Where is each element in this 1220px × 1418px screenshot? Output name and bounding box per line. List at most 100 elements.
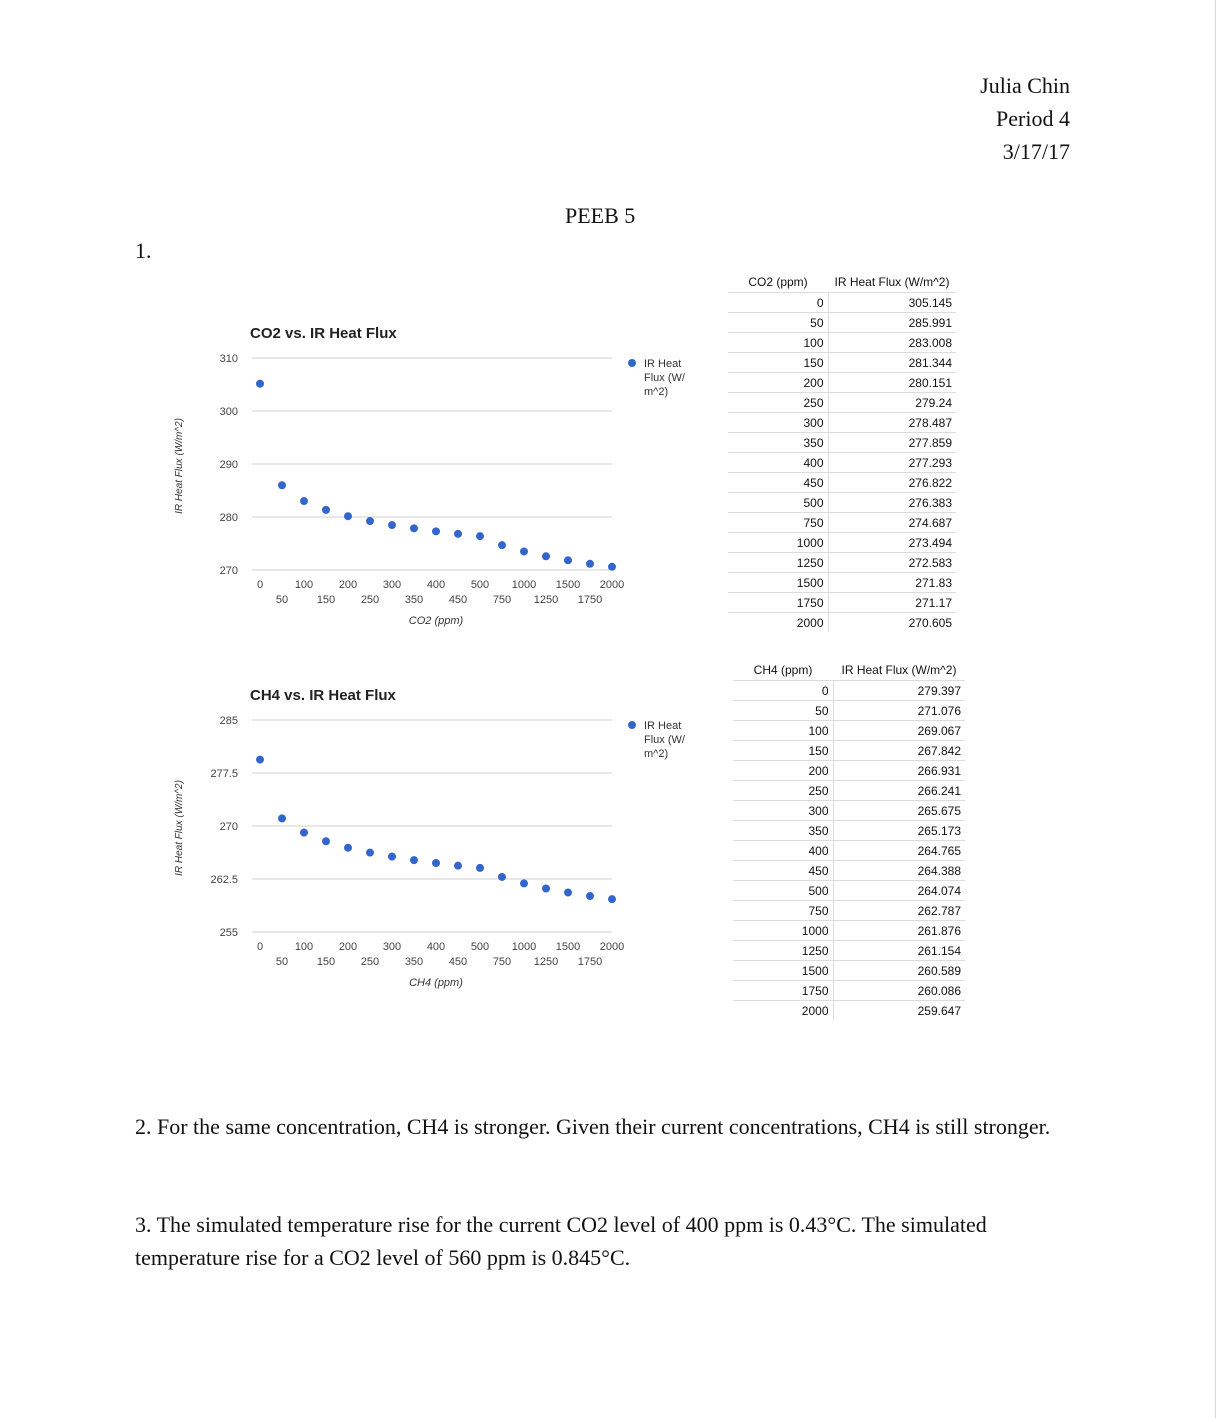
ch4-data-point xyxy=(520,879,528,888)
co2-x-tick-label: 100 xyxy=(295,579,313,591)
co2-table-ppm-cell: 450 xyxy=(728,472,829,493)
co2-chart: CO2 vs. IR Heat Flux 310 300 290 280 270 IR He… xyxy=(174,325,686,627)
co2-table-row: 350 277.859 xyxy=(728,432,956,453)
ch4-y-tick-label: 270 xyxy=(220,821,238,833)
co2-data-point xyxy=(322,505,330,514)
co2-data-point xyxy=(410,524,418,533)
ch4-data-point xyxy=(608,895,616,904)
co2-y-tick-label: 310 xyxy=(220,353,238,365)
co2-table-flux-cell: 271.83 xyxy=(828,572,956,593)
co2-table-ppm-cell: 400 xyxy=(728,452,829,473)
co2-table-flux-cell: 270.605 xyxy=(828,612,956,632)
ch4-table-ppm-cell: 0 xyxy=(733,680,834,701)
co2-table-flux-cell: 280.151 xyxy=(828,372,956,393)
ch4-x-tick-label: 500 xyxy=(471,941,489,953)
co2-table-row: 1750 271.17 xyxy=(728,592,956,613)
co2-table-row: 750 274.687 xyxy=(728,512,956,533)
co2-data-point xyxy=(432,527,440,536)
co2-table-row: 300 278.487 xyxy=(728,412,956,433)
ch4-table-flux-cell: 260.589 xyxy=(833,960,965,981)
co2-table-header-flux: IR Heat Flux (W/m^2) xyxy=(834,275,950,289)
co2-table-ppm-cell: 500 xyxy=(728,492,829,513)
co2-table-flux-cell: 277.859 xyxy=(828,432,956,453)
co2-table-ppm-cell: 0 xyxy=(728,292,829,313)
co2-table-ppm-cell: 100 xyxy=(728,332,829,353)
ch4-table-row: 750 262.787 xyxy=(733,900,965,921)
ch4-data-point xyxy=(256,755,264,764)
ch4-table-row: 500 264.074 xyxy=(733,880,965,901)
co2-table-flux-cell: 273.494 xyxy=(828,532,956,553)
ch4-table-ppm-cell: 750 xyxy=(733,900,834,921)
ch4-data-point xyxy=(322,837,330,846)
co2-y-tick-label: 300 xyxy=(220,406,238,418)
ch4-table-row: 350 265.173 xyxy=(733,820,965,841)
ch4-table-flux-cell: 267.842 xyxy=(833,740,965,761)
ch4-table-ppm-cell: 100 xyxy=(733,720,834,741)
co2-x-tick-label: 150 xyxy=(317,594,335,606)
co2-x-tick-label: 400 xyxy=(427,579,445,591)
ch4-x-tick-label: 750 xyxy=(493,956,511,968)
co2-data-point xyxy=(542,552,550,561)
co2-x-tick-label: 50 xyxy=(276,594,288,606)
answer-3: 3. The simulated temperature rise for th… xyxy=(135,1212,987,1270)
ch4-legend-label: m^2) xyxy=(644,748,668,760)
ch4-data-point xyxy=(344,843,352,852)
ch4-table-ppm-cell: 450 xyxy=(733,860,834,881)
co2-table-flux-cell: 277.293 xyxy=(828,452,956,473)
ch4-data-point xyxy=(476,863,484,872)
ch4-y-tick-label: 285 xyxy=(220,715,238,727)
ch4-table-row: 200 266.931 xyxy=(733,760,965,781)
ch4-table-flux-cell: 265.173 xyxy=(833,820,965,841)
ch4-table-header-ppm: CH4 (ppm) xyxy=(753,663,813,677)
co2-legend-label: m^2) xyxy=(644,386,668,398)
ch4-table-row: 1000 261.876 xyxy=(733,920,965,941)
co2-x-tick-label: 750 xyxy=(493,594,511,606)
ch4-table-row: 2000 259.647 xyxy=(733,1000,965,1020)
co2-x-tick-label: 1250 xyxy=(534,594,558,606)
ch4-table-ppm-cell: 1000 xyxy=(733,920,834,941)
co2-table-flux-cell: 283.008 xyxy=(828,332,956,353)
co2-table-ppm-cell: 300 xyxy=(728,412,829,433)
ch4-table-flux-cell: 261.154 xyxy=(833,940,965,961)
co2-data-point xyxy=(344,512,352,521)
ch4-table-flux-cell: 269.067 xyxy=(833,720,965,741)
ch4-legend-marker xyxy=(628,721,636,729)
co2-y-tick-label: 290 xyxy=(220,459,238,471)
co2-data-point xyxy=(454,529,462,538)
co2-table-row: 400 277.293 xyxy=(728,452,956,473)
co2-chart-title: CO2 vs. IR Heat Flux xyxy=(250,325,397,342)
co2-table-ppm-cell: 750 xyxy=(728,512,829,533)
co2-data-point xyxy=(564,556,572,565)
co2-data-point xyxy=(608,562,616,571)
ch4-x-tick-label: 350 xyxy=(405,956,423,968)
ch4-table-ppm-cell: 200 xyxy=(733,760,834,781)
co2-table-row: 500 276.383 xyxy=(728,492,956,513)
ch4-data-point xyxy=(542,884,550,893)
ch4-table-row: 100 269.067 xyxy=(733,720,965,741)
co2-table-flux-cell: 274.687 xyxy=(828,512,956,533)
ch4-x-tick-label: 400 xyxy=(427,941,445,953)
ch4-table-flux-cell: 259.647 xyxy=(833,1000,965,1020)
ch4-x-tick-label: 2000 xyxy=(600,941,624,953)
co2-x-tick-label: 0 xyxy=(257,579,263,591)
co2-legend-marker xyxy=(628,359,636,367)
co2-table-ppm-cell: 200 xyxy=(728,372,829,393)
ch4-table-flux-cell: 265.675 xyxy=(833,800,965,821)
ch4-table-row: 150 267.842 xyxy=(733,740,965,761)
ch4-x-tick-label: 0 xyxy=(257,941,263,953)
co2-x-tick-label: 1500 xyxy=(556,579,580,591)
ch4-x-axis-title: CH4 (ppm) xyxy=(409,977,463,989)
co2-y-axis-title: IR Heat Flux (W/m^2) xyxy=(174,418,185,514)
ch4-table-row: 250 266.241 xyxy=(733,780,965,801)
ch4-table-flux-cell: 260.086 xyxy=(833,980,965,1001)
ch4-data-point xyxy=(454,861,462,870)
ch4-table-row: 1250 261.154 xyxy=(733,940,965,961)
ch4-table-row: 1500 260.589 xyxy=(733,960,965,981)
co2-table-flux-cell: 271.17 xyxy=(828,592,956,613)
ch4-table-flux-cell: 279.397 xyxy=(833,680,965,701)
co2-data-point xyxy=(476,532,484,541)
author-name: Julia Chin xyxy=(980,73,1070,98)
co2-table-ppm-cell: 150 xyxy=(728,352,829,373)
co2-table-flux-cell: 281.344 xyxy=(828,352,956,373)
co2-table-ppm-cell: 1000 xyxy=(728,532,829,553)
